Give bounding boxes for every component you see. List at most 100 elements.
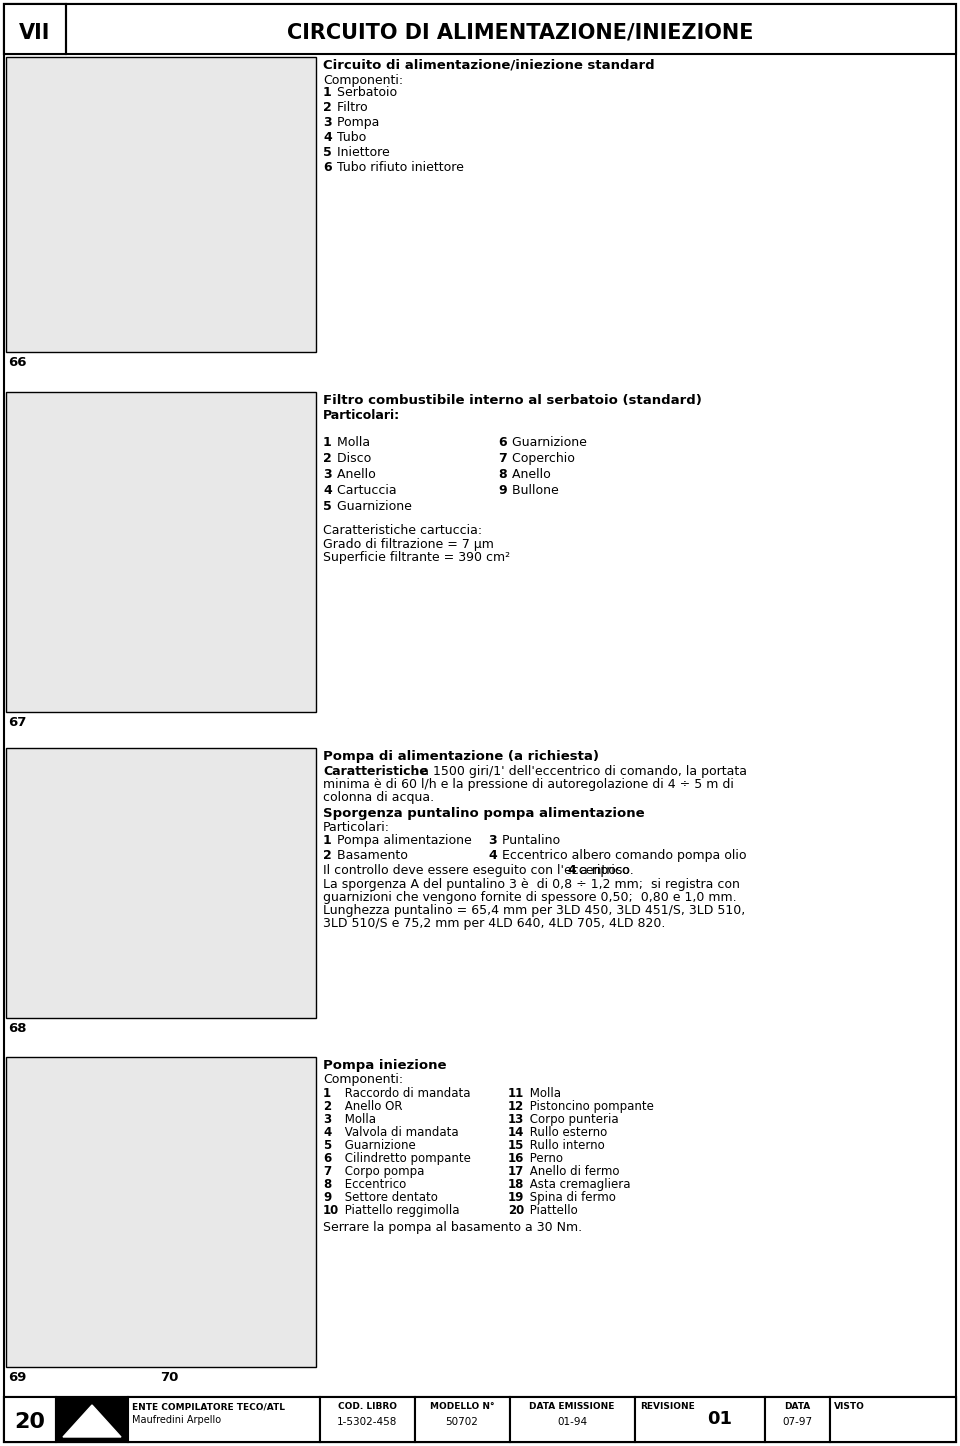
Text: Filtro combustibile interno al serbatoio (standard): Filtro combustibile interno al serbatoio… [323,393,702,406]
Text: Piattello: Piattello [526,1205,578,1218]
Text: 1-5302-458: 1-5302-458 [337,1417,397,1427]
Text: 50702: 50702 [445,1417,478,1427]
Text: COD. LIBRO: COD. LIBRO [338,1403,396,1411]
Text: Eccentrico albero comando pompa olio: Eccentrico albero comando pompa olio [498,849,747,862]
Text: 8: 8 [323,1178,331,1192]
Text: Basamento: Basamento [333,849,408,862]
Polygon shape [63,1406,121,1437]
Text: 7: 7 [498,453,507,466]
Text: 14: 14 [508,1126,524,1139]
Text: 2: 2 [323,453,332,466]
Bar [510,1397,635,1442]
Text: CIRCUITO DI ALIMENTAZIONE/INIEZIONE: CIRCUITO DI ALIMENTAZIONE/INIEZIONE [287,23,754,43]
Text: 2: 2 [323,849,332,862]
Text: Pompa di alimentazione (a richiesta): Pompa di alimentazione (a richiesta) [323,750,599,763]
Text: 3LD 510/S e 75,2 mm per 4LD 640, 4LD 705, 4LD 820.: 3LD 510/S e 75,2 mm per 4LD 640, 4LD 705… [323,917,665,930]
Text: 17: 17 [508,1165,524,1178]
Text: 3: 3 [488,834,496,847]
Text: ENTE COMPILATORE TECO/ATL: ENTE COMPILATORE TECO/ATL [132,1403,285,1411]
Text: a riposo.: a riposo. [576,865,634,878]
Text: 4: 4 [323,1126,331,1139]
Text: Raccordo di mandata: Raccordo di mandata [341,1087,470,1100]
Text: Caratteristiche: Caratteristiche [323,765,428,778]
Text: Pompa: Pompa [333,116,379,129]
Text: Disco: Disco [333,453,372,466]
Text: Molla: Molla [341,1113,376,1126]
Text: 9: 9 [498,484,507,497]
Text: 3: 3 [323,116,331,129]
Text: 6: 6 [323,161,331,174]
Text: 2: 2 [323,1100,331,1113]
Text: Particolari:: Particolari: [323,409,400,422]
Bar [6,56,316,351]
Text: 01-94: 01-94 [557,1417,588,1427]
Text: Eccentrico: Eccentrico [341,1178,406,1192]
Text: Coperchio: Coperchio [508,453,575,466]
Text: 5: 5 [323,1139,331,1152]
Text: 1: 1 [323,834,332,847]
Text: 1: 1 [323,85,332,98]
Text: 8: 8 [498,469,507,482]
Text: Anello: Anello [333,469,375,482]
Text: Rullo esterno: Rullo esterno [526,1126,608,1139]
Text: 4: 4 [488,849,496,862]
Text: guarnizioni che vengono fornite di spessore 0,50;  0,80 e 1,0 mm.: guarnizioni che vengono fornite di spess… [323,891,736,904]
Text: Serrare la pompa al basamento a 30 Nm.: Serrare la pompa al basamento a 30 Nm. [323,1220,582,1233]
Text: Maufredini Arpello: Maufredini Arpello [132,1416,221,1424]
Text: 01: 01 [708,1410,732,1429]
Bar [635,1397,765,1442]
Text: 16: 16 [508,1152,524,1165]
Text: Grado di filtrazione = 7 μm: Grado di filtrazione = 7 μm [323,538,493,551]
Text: Bullone: Bullone [508,484,559,497]
Text: Puntalino: Puntalino [498,834,560,847]
Bar [6,748,316,1018]
Text: La sporgenza A del puntalino 3 è  di 0,8 ÷ 1,2 mm;  si registra con: La sporgenza A del puntalino 3 è di 0,8 … [323,878,740,891]
Text: DATA EMISSIONE: DATA EMISSIONE [529,1403,614,1411]
Text: 1: 1 [323,1087,331,1100]
Text: Perno: Perno [526,1152,563,1165]
Text: Cilindretto pompante: Cilindretto pompante [341,1152,470,1165]
Text: Anello OR: Anello OR [341,1100,402,1113]
Text: Piattello reggimolla: Piattello reggimolla [341,1205,460,1218]
Text: Componenti:: Componenti: [323,74,403,87]
Text: Iniettore: Iniettore [333,146,390,159]
Bar [830,1397,956,1442]
Text: minima è di 60 l/h e la pressione di autoregolazione di 4 ÷ 5 m di: minima è di 60 l/h e la pressione di aut… [323,778,733,791]
Text: REVISIONE: REVISIONE [640,1403,695,1411]
Text: : a 1500 giri/1' dell'eccentrico di comando, la portata: : a 1500 giri/1' dell'eccentrico di coma… [413,765,747,778]
Text: 20: 20 [14,1411,45,1432]
Text: 3: 3 [323,469,331,482]
Text: Filtro: Filtro [333,101,368,114]
Text: Componenti:: Componenti: [323,1073,403,1086]
Text: 12: 12 [508,1100,524,1113]
Text: Molla: Molla [526,1087,561,1100]
Text: 10: 10 [323,1205,339,1218]
Text: 7: 7 [323,1165,331,1178]
Text: Cartuccia: Cartuccia [333,484,396,497]
Text: Corpo pompa: Corpo pompa [341,1165,424,1178]
Bar [4,4,956,54]
Bar [4,4,66,54]
Text: 18: 18 [508,1178,524,1192]
Text: Rullo interno: Rullo interno [526,1139,605,1152]
Text: 5: 5 [323,146,332,159]
Text: 66: 66 [8,356,27,369]
Text: Pompa alimentazione: Pompa alimentazione [333,834,471,847]
Text: 4: 4 [567,865,577,878]
Text: 6: 6 [498,437,507,450]
Text: 11: 11 [508,1087,524,1100]
Text: Particolari:: Particolari: [323,821,390,834]
Text: colonna di acqua.: colonna di acqua. [323,791,434,804]
Text: 4: 4 [323,484,332,497]
Text: Molla: Molla [333,437,371,450]
Text: Sporgenza puntalino pompa alimentazione: Sporgenza puntalino pompa alimentazione [323,807,644,820]
Text: Asta cremagliera: Asta cremagliera [526,1178,631,1192]
Text: Il controllo deve essere eseguito con l'eccentrico: Il controllo deve essere eseguito con l'… [323,865,634,878]
Text: 1: 1 [323,437,332,450]
Text: 2: 2 [323,101,332,114]
Bar [6,1057,316,1366]
Text: 68: 68 [8,1022,27,1035]
Bar [415,1397,510,1442]
Text: 5: 5 [323,500,332,513]
Text: Guarnizione: Guarnizione [341,1139,416,1152]
